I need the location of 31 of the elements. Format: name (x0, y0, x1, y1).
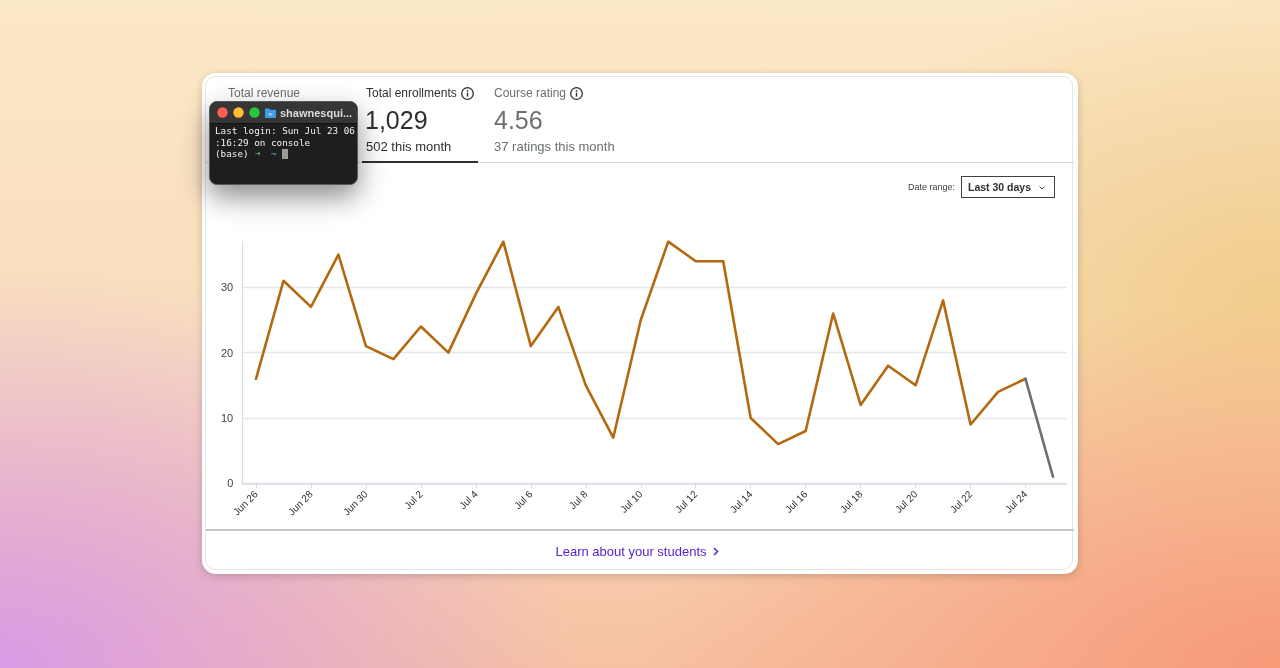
text: 502 this month (366, 138, 452, 154)
y-tick-label: 30 (221, 281, 234, 294)
x-tick-label: Jul 4 (457, 488, 481, 512)
x-tick-label: Jul 8 (566, 488, 590, 512)
x-tick-label: Jul 14 (727, 488, 755, 516)
terminal-window: shawnesqui... Last login: Sun Jul 23 06 :16:29 on console (base) ➜ ~ (209, 101, 358, 185)
text: Course rating (494, 86, 567, 100)
x-tick-label: Jul 16 (782, 488, 810, 516)
y-tick-label: 0 (227, 477, 234, 490)
x-tick-label: Jul 18 (837, 488, 865, 516)
text: 4.56 (494, 105, 543, 134)
text: 37 ratings this month (494, 138, 615, 154)
x-tick-label: Jul 20 (892, 488, 920, 516)
x-tick-label: Jul 24 (1002, 488, 1030, 516)
x-tick-label: Jul 22 (947, 488, 975, 516)
x-tick-label: Jul 10 (618, 488, 645, 516)
x-tick-label: Jun 30 (340, 488, 371, 518)
x-tick-label: Jul 12 (672, 488, 700, 516)
x-tick-label: Jul 6 (512, 488, 536, 512)
text: Last 30 days (968, 180, 1032, 193)
y-tick-label: 10 (221, 411, 234, 424)
x-tick-label: Jun 28 (285, 488, 316, 518)
text: Total enrollments (366, 86, 457, 100)
text: Learn about your students (555, 543, 707, 559)
y-tick-label: 20 (221, 346, 234, 359)
x-tick-label: Jul 2 (402, 488, 426, 512)
text: Total revenue (228, 86, 301, 100)
text: Date range: (907, 181, 955, 192)
x-tick-label: Jun 26 (230, 488, 261, 518)
line-series (254, 240, 1027, 446)
text: 1,029 (365, 105, 428, 134)
